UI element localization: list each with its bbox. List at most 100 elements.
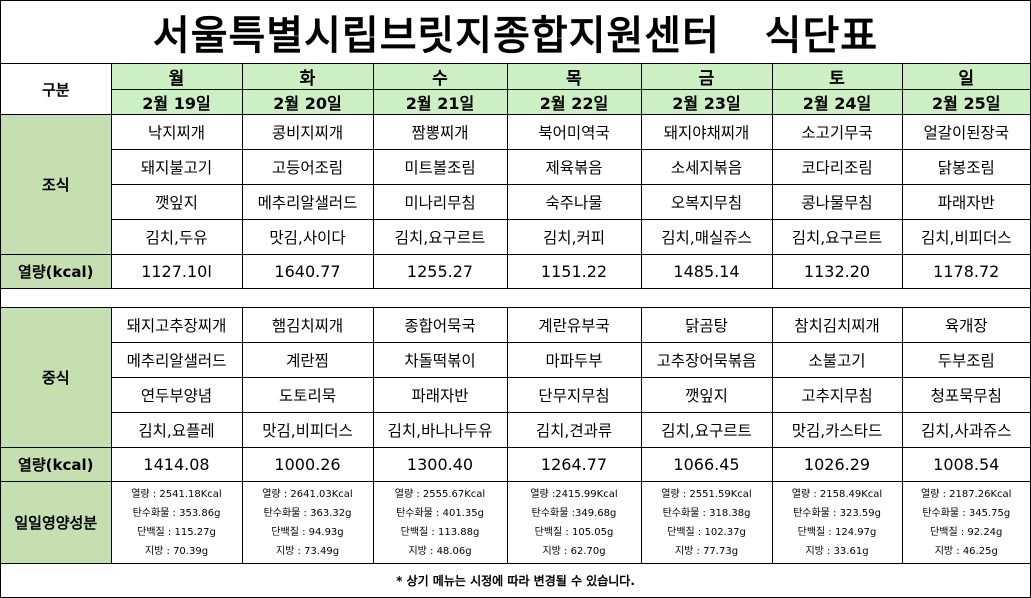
meal-table-body: 구분 월 화 수 목 금 토 일 2월 19일 2월 20일 2월 21일 2월 22일 2월 23일 2…	[1, 63, 1030, 597]
menu-item: 깻잎지	[111, 184, 243, 220]
menu-item: 맛김,비피더스	[241, 412, 374, 448]
nutrition-line: 열량 : 2551.59Kcal	[661, 488, 752, 500]
menu-item: 메추리알샐러드	[241, 184, 374, 220]
menu-item: 김치,요구르트	[372, 219, 508, 255]
menu-item: 오복지무침	[640, 184, 773, 220]
day-name: 일	[901, 63, 1030, 90]
nutrition-line: 열량 : 2158.49Kcal	[791, 488, 883, 500]
menu-item: 두부조림	[901, 342, 1030, 378]
nutrition-line: 열량 : 2541.18Kcal	[131, 488, 222, 500]
nutrition-cell: 열량 : 2641.03Kcal 탄수화물 : 363.32g 단백질 : 94.9…	[241, 481, 374, 564]
nutrition-line: 열량 : 2187.26Kcal	[921, 488, 1012, 500]
lunch-menu-row: 중식 돼지고추장찌개 햄김치찌개 종합어묵국 계란유부국 닭곰탕 참치김치찌개 육개장	[1, 307, 1030, 448]
breakfast-menu-row: 깻잎지 메추리알샐러드 미나리무침 숙주나물 오복지무침 콩나물무침 파래자반	[1, 184, 1030, 220]
breakfast-menu-row: 조식 낙지찌개 콩비지찌개 짬뽕찌개 북어미역국 돼지야채찌개 소고기무국 얼갈이된장국	[1, 114, 1030, 255]
menu-item: 소고기무국	[771, 114, 903, 150]
menu-item: 미트볼조림	[372, 149, 508, 185]
day-name: 금	[640, 63, 773, 90]
menu-item: 파래자반	[901, 184, 1030, 220]
menu-item: 닭봉조림	[901, 149, 1030, 185]
nutrition-line: 탄수화물 :349.68g	[531, 507, 617, 519]
menu-item: 햄김치찌개	[241, 307, 374, 343]
nutrition-line: 탄수화물 : 318.38g	[662, 507, 751, 519]
menu-item: 김치,매실쥬스	[640, 219, 773, 255]
menu-item: 메추리알샐러드	[111, 342, 243, 378]
menu-item: 마파두부	[506, 342, 642, 378]
lunch-menu-row: 메추리알샐러드 계란찜 차돌떡볶이 마파두부 고추장어묵볶음 소불고기 두부조림	[1, 342, 1030, 378]
section-gap-row	[1, 288, 1030, 308]
day-date: 2월 25일	[901, 89, 1030, 115]
nutrition-line: 단백질 : 105.05g	[534, 526, 614, 538]
day-name: 수	[372, 63, 508, 90]
nutrition-cell: 열량 :2415.99Kcal 탄수화물 :349.68g 단백질 : 105.05…	[506, 481, 642, 564]
breakfast-kcal-value: 1640.77	[241, 254, 374, 289]
nutrition-cell: 열량 : 2541.18Kcal 탄수화물 : 353.86g 단백질 : 115.…	[110, 481, 243, 564]
nutrition-line: 단백질 : 124.97g	[797, 526, 877, 538]
menu-item: 종합어묵국	[372, 307, 508, 343]
day-date: 2월 20일	[241, 89, 374, 115]
breakfast-kcal-label: 열량(kcal)	[1, 254, 112, 289]
nutrition-line: 열량 : 2641.03Kcal	[262, 488, 353, 500]
lunch-kcal-value: 1300.40	[372, 447, 508, 482]
section-gap	[1, 288, 1030, 308]
menu-item: 연두부양념	[111, 377, 243, 413]
nutrition-line: 지방 : 62.70g	[542, 545, 606, 557]
menu-item: 계란유부국	[506, 307, 642, 343]
nutrition-cell: 열량 : 2551.59Kcal 탄수화물 : 318.38g 단백질 : 102.…	[640, 481, 773, 564]
breakfast-kcal-value: 1151.22	[506, 254, 642, 289]
menu-item: 콩나물무침	[771, 184, 903, 220]
menu-item: 김치,요플레	[111, 412, 243, 448]
nutrition-line: 단백질 : 115.27g	[137, 526, 216, 538]
day-date: 2월 23일	[640, 89, 773, 115]
nutrition-line: 지방 : 70.39g	[144, 545, 209, 557]
header-row-dates: 2월 19일 2월 20일 2월 21일 2월 22일 2월 23일 2월 24일 2월 2…	[1, 89, 1030, 115]
page-title: 서울특별시립브릿지종합지원센터 식단표	[1, 1, 1030, 64]
menu-item: 김치,사과쥬스	[901, 412, 1030, 448]
menu-item: 계란찜	[241, 342, 374, 378]
menu-item: 김치,요구르트	[771, 219, 903, 255]
breakfast-menu-row: 돼지불고기 고등어조림 미트볼조림 제육볶음 소세지볶음 코다리조림 닭봉조림	[1, 149, 1030, 185]
nutrition-line: 지방 : 73.49g	[275, 545, 340, 557]
breakfast-menu-row: 김치,두유 맛김,사이다 김치,요구르트 김치,커피 김치,매실쥬스 김치,요구르트 김치,…	[1, 219, 1030, 255]
day-name: 화	[241, 63, 374, 90]
day-date: 2월 21일	[372, 89, 508, 115]
nutrition-line: 지방 : 77.73g	[674, 545, 739, 557]
menu-item: 고등어조림	[241, 149, 374, 185]
menu-item: 고추장어묵볶음	[640, 342, 773, 378]
breakfast-kcal-value: 1178.72	[901, 254, 1030, 289]
lunch-kcal-value: 1414.08	[110, 447, 243, 482]
nutrition-row: 일일영양성분 열량 : 2541.18Kcal 탄수화물 : 353.86g 단백질 …	[1, 481, 1030, 564]
menu-item: 숙주나물	[506, 184, 642, 220]
menu-item: 낙지찌개	[110, 114, 243, 150]
header-label: 구분	[1, 63, 112, 115]
nutrition-line: 단백질 : 92.24g	[930, 526, 1003, 538]
menu-item: 차돌떡볶이	[372, 342, 508, 378]
meal-table: 구분 월 화 수 목 금 토 일 2월 19일 2월 20일 2월 21일 2월 22일 2월 23일 2…	[1, 63, 1030, 597]
nutrition-line: 단백질 : 113.88g	[400, 526, 480, 538]
breakfast-kcal-row: 열량(kcal) 1127.10l 1640.77 1255.27 1151.22 148…	[1, 254, 1030, 289]
nutrition-cell: 열량 : 2187.26Kcal 탄수화물 : 345.75g 단백질 : 92.2…	[901, 481, 1030, 564]
menu-item: 돼지고추장찌개	[110, 307, 243, 343]
menu-item: 깻잎지	[640, 377, 773, 413]
menu-item: 참치김치찌개	[771, 307, 903, 343]
nutrition-line: 탄수화물 : 363.32g	[263, 507, 352, 519]
menu-item: 북어미역국	[506, 114, 642, 150]
breakfast-kcal-value: 1127.10l	[110, 254, 243, 289]
menu-item: 코다리조림	[771, 149, 903, 185]
menu-item: 제육볶음	[506, 149, 642, 185]
menu-item: 고추지무침	[771, 377, 903, 413]
nutrition-line: 탄수화물 : 323.59g	[793, 507, 881, 519]
nutrition-line: 열량 : 2555.67Kcal	[394, 488, 486, 500]
menu-item: 김치,커피	[506, 219, 642, 255]
menu-item: 짬뽕찌개	[372, 114, 508, 150]
nutrition-line: 탄수화물 : 345.75g	[922, 507, 1011, 519]
day-name: 목	[506, 63, 642, 90]
menu-item: 콩비지찌개	[241, 114, 374, 150]
lunch-label: 중식	[1, 307, 112, 448]
menu-item: 육개장	[901, 307, 1030, 343]
nutrition-line: 지방 : 46.25g	[934, 545, 998, 557]
nutrition-line: 지방 : 48.06g	[408, 545, 472, 557]
menu-item: 단무지무침	[506, 377, 642, 413]
menu-item: 김치,견과류	[506, 412, 642, 448]
